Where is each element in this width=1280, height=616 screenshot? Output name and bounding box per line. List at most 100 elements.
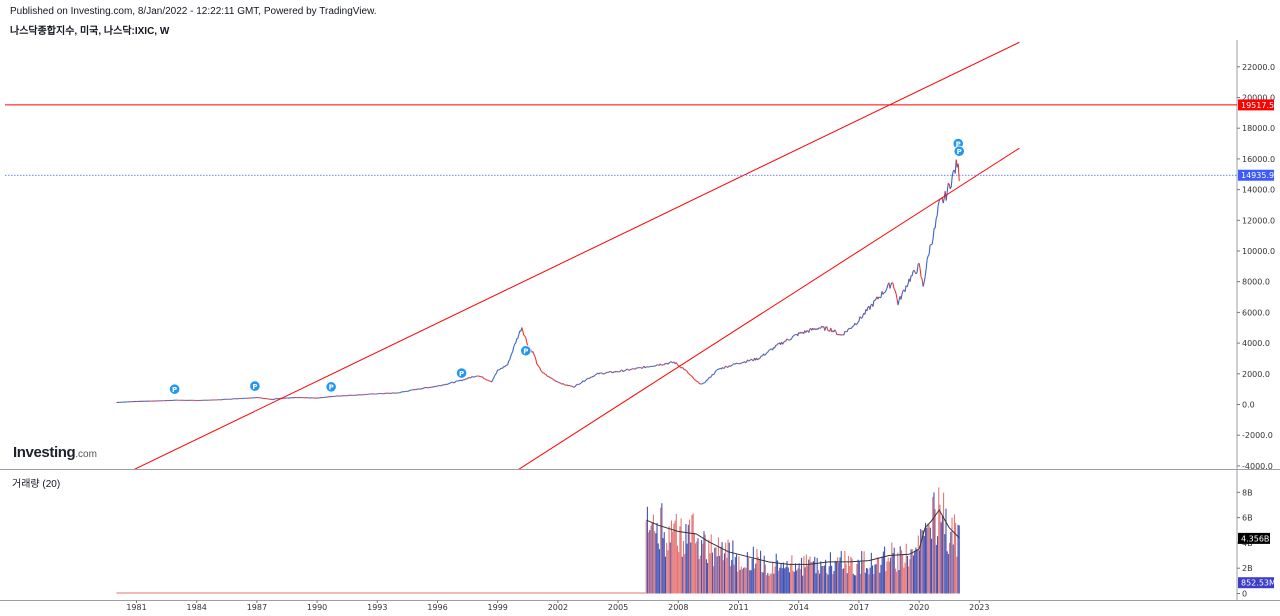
price-candle-segment (869, 304, 872, 310)
price-candle-segment (713, 371, 716, 374)
price-candle-segment (554, 379, 557, 382)
time-tick-label: 1993 (367, 603, 387, 612)
volume-tick-label: 6B (1242, 514, 1253, 523)
price-candle-segment (920, 276, 923, 280)
price-candle-segment (719, 367, 721, 370)
price-candle-segment (552, 378, 555, 381)
price-candle-segment (610, 371, 613, 374)
price-candle-segment (484, 378, 487, 380)
logo-main: Investing (13, 444, 76, 461)
price-candle-segment (648, 365, 651, 368)
price-candle-segment (901, 290, 904, 295)
price-candle-segment (942, 198, 945, 204)
price-candle-segment (909, 275, 912, 282)
time-tick-label: 1990 (307, 603, 327, 612)
price-candle-segment (589, 376, 592, 379)
event-marker-icon (169, 383, 181, 395)
price-candle-segment (634, 367, 637, 370)
price-candle-segment (688, 373, 691, 376)
price-candle-segment (765, 352, 768, 355)
price-candle-segment (949, 186, 952, 190)
time-tick-label: 2008 (668, 603, 688, 612)
time-tick-label: 2002 (548, 603, 568, 612)
price-candle-segment (946, 183, 949, 193)
price-candle-segment (704, 381, 706, 384)
price-candle-segment (532, 351, 535, 355)
price-tick-label: 20000.0 (1242, 94, 1275, 103)
price-candle-segment (409, 389, 411, 392)
event-marker-icon (520, 345, 532, 357)
price-candle-segment (557, 381, 560, 384)
price-candle-segment (704, 380, 707, 383)
price-candle-segment (701, 382, 704, 385)
price-candle-segment (482, 376, 485, 379)
logo-suffix: .com (75, 449, 97, 460)
price-tick-label: 22000.0 (1242, 63, 1275, 72)
price-candle-segment (452, 381, 454, 384)
price-candle-segment (536, 363, 539, 366)
price-tick-label: -2000.0 (1242, 431, 1273, 440)
investing-logo: Investing.com (13, 444, 97, 461)
price-tick-label: 4000.0 (1242, 339, 1270, 348)
price-candle-segment (874, 298, 877, 301)
event-marker-label: P (172, 386, 177, 394)
trend-line-2 (518, 147, 1020, 469)
price-candle-segment (670, 361, 673, 364)
price-candle-segment (459, 379, 461, 382)
event-marker-label: P (459, 370, 464, 378)
price-candle-segment (769, 348, 771, 351)
price-candle-segment (667, 362, 670, 365)
price-candle-segment (614, 370, 617, 373)
price-candle-segment (578, 383, 581, 385)
volume-ma-line (646, 509, 960, 565)
price-candle-segment (583, 380, 586, 382)
price-candle-segment (790, 338, 793, 340)
price-candle-segment (641, 366, 644, 369)
price-candle-segment (605, 371, 608, 374)
price-candle-segment (696, 380, 698, 383)
symbol-title: 나스닥종합지수, 미국, 나스닥:IXIC, W (10, 26, 170, 37)
time-tick-label: 2023 (969, 603, 989, 612)
price-candle-segment (895, 293, 898, 299)
price-candle-segment (523, 334, 526, 337)
price-candle-segment (715, 370, 717, 372)
price-candle-segment (690, 374, 692, 377)
price-candle-segment (747, 359, 749, 362)
price-candle-segment (950, 176, 953, 188)
price-candle-segment (697, 381, 700, 384)
price-candle-segment (561, 383, 564, 385)
price-candle-segment (767, 350, 770, 353)
price-candle-segment (619, 369, 622, 372)
price-candle-segment (694, 379, 697, 382)
price-candle-segment (559, 382, 562, 384)
price-candle-segment (768, 349, 770, 352)
price-candle-segment (624, 369, 627, 372)
price-candle-segment (473, 376, 475, 378)
event-marker-icon (455, 367, 468, 379)
price-candle-segment (449, 382, 451, 384)
price-candle-segment (622, 370, 625, 373)
price-candle-segment (591, 375, 594, 378)
price-candle-segment (566, 384, 569, 387)
price-candle-segment (691, 375, 693, 378)
price-candle-segment (499, 368, 502, 371)
price-candle-segment (821, 325, 824, 328)
price-candle-segment (684, 369, 687, 372)
price-candle-segment (945, 192, 948, 201)
price-candle-segment (539, 367, 542, 371)
price-candle-segment (491, 379, 494, 383)
price-candle-segment (496, 369, 499, 373)
event-marker-icon (953, 145, 965, 157)
time-tick-label: 1999 (488, 603, 508, 612)
price-candle-segment (563, 383, 566, 386)
price-candle-segment (511, 351, 514, 354)
price-candle-segment (934, 218, 937, 229)
price-candle-segment (598, 372, 601, 375)
price-candle-segment (858, 316, 861, 322)
price-candle-segment (854, 322, 857, 325)
price-candle-segment (730, 365, 732, 367)
price-candle-segment (805, 330, 808, 333)
price-candle-segment (631, 368, 634, 370)
price-candle-segment (428, 386, 430, 389)
